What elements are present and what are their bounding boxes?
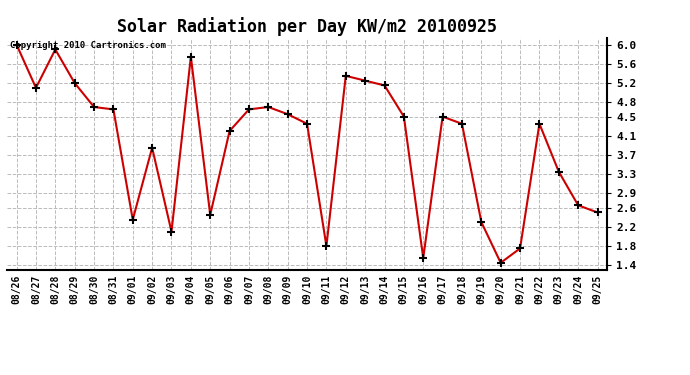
Text: Copyright 2010 Cartronics.com: Copyright 2010 Cartronics.com: [10, 41, 166, 50]
Title: Solar Radiation per Day KW/m2 20100925: Solar Radiation per Day KW/m2 20100925: [117, 17, 497, 36]
